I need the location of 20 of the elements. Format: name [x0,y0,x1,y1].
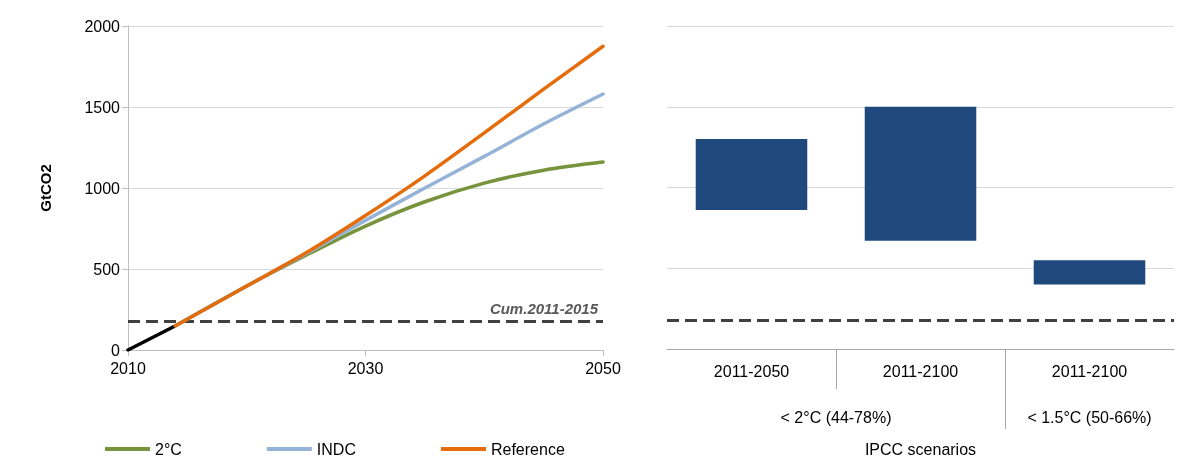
legend-label: INDC [316,440,356,458]
x-tick-label: 2010 [110,359,146,377]
line-series [173,44,605,328]
y-tick-label: 500 [93,260,121,278]
x-tick-label: 2050 [585,359,621,377]
x-axis-title: IPCC scenarios [864,440,977,458]
legend-label: Reference [490,440,565,458]
x-tick-label: 2011-2050 [713,362,790,380]
legend-label: 2°C [155,440,182,458]
y-tick-label: 1000 [84,179,121,197]
x-tick-label: 2030 [347,359,384,377]
x-tick-label: 2011-2100 [1051,362,1128,380]
y-axis-title: GtCO2 [37,164,54,212]
y-tick-label: 2000 [84,17,121,35]
text: < 2°C (44-78%) [780,408,892,426]
y-tick-label: 0 [111,341,121,359]
ref-line-label: Cum.2011-2015 [489,299,599,317]
text: < 1.5°C (50-66%) [1027,408,1152,426]
y-tick-label: 1500 [84,98,121,116]
x-tick-label: 2011-2100 [882,362,959,380]
